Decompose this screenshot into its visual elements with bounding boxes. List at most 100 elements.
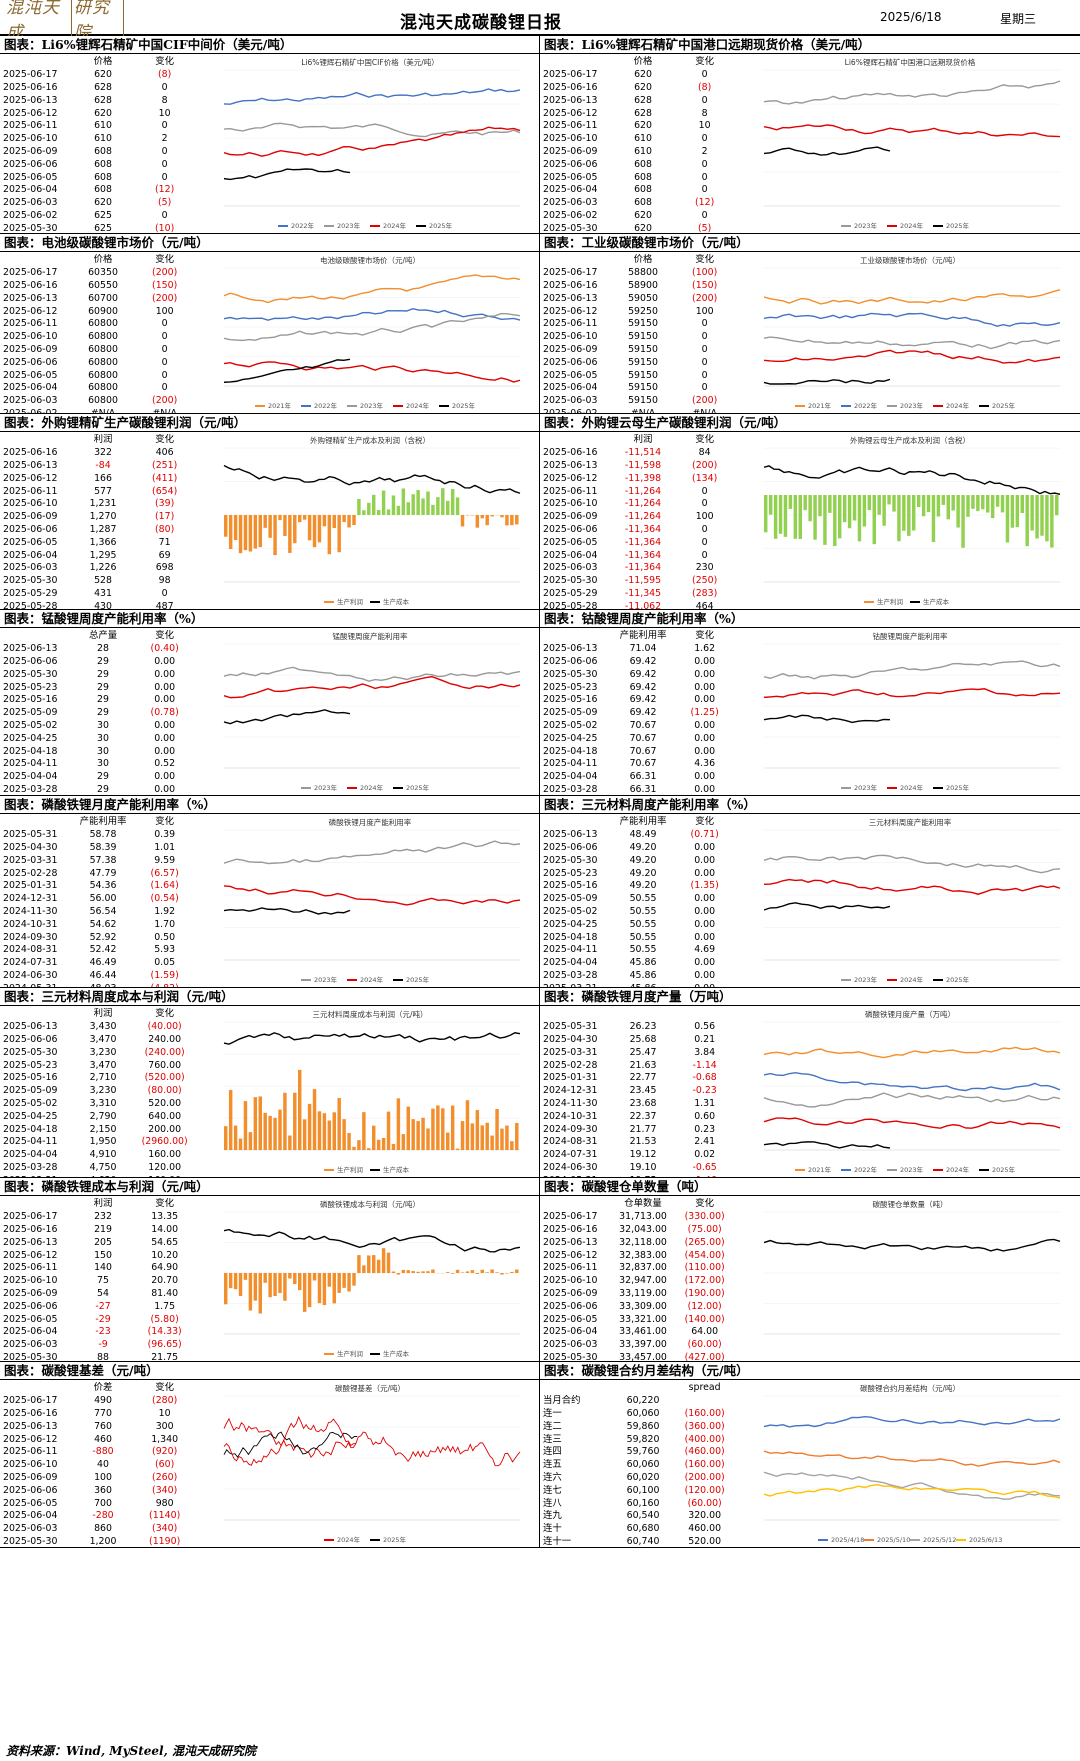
table-cell: 628 [634,94,652,106]
table-cell: 2025-05-16 [543,694,598,706]
table-cell: 69 [158,549,171,561]
table-row: 2024-05-3148.03(4.82) [2,982,198,987]
series-line [763,378,891,385]
table-cell: 60,160 [626,1497,660,1509]
panel-title: 图表：三元材料周度产能利用率（%） [540,796,1080,814]
table-row: 2025-05-23 29 0.00 [2,681,198,694]
panel-p16: 图表：碳酸锂合约月差结构（元/吨） spread 当月合约 60,220 连一 60,06… [540,1362,1080,1548]
table-cell: (400.00) [684,1433,725,1445]
table-cell: 59150 [628,331,658,343]
table-cell: 0 [161,171,168,183]
table-cell: 60,740 [626,1535,660,1547]
profit-bar [1030,495,1034,531]
legend-label: 2023年 [314,975,338,984]
table-cell: 2025-04-25 [3,732,58,744]
table-row: 连六 60,020 (200.00) [542,1472,738,1485]
table-cell: 33,461.00 [619,1326,667,1338]
legend-label: 2025年 [992,401,1016,410]
chart-title: 三元材料周度产能利用率 [869,817,952,827]
profit-bar [431,504,435,515]
table-cell: 0.50 [154,931,176,943]
legend-label: 2023年 [900,401,924,410]
table-cell: 628 [94,81,112,93]
table-cell: 连十一 [543,1535,572,1547]
table-cell: 150 [94,1249,112,1261]
table-cell: 2025-06-10 [543,331,598,343]
table-cell: 2025-06-13 [3,94,58,106]
table-cell: 2.41 [694,1136,716,1148]
table-row: 2025-03-28 66.31 0.00 [542,784,738,795]
table-cell: 2025-06-05 [3,536,58,548]
profit-bar [515,1269,519,1273]
legend-label: 2025年 [406,783,430,792]
column-header: 变化 [155,1008,175,1020]
table-cell: 2025-06-02 [543,407,598,414]
profit-bar [475,1110,480,1150]
table-cell: 100 [94,1471,112,1483]
chart: Li6%锂辉石精矿中国港口远期现货价格 2023年 2024年 2025年 [763,57,1061,230]
table-cell: 33,119.00 [619,1287,667,1299]
table-row: 2025-06-12 32,383.00 (454.00) [542,1249,738,1262]
table-row: 2025-06-04 60800 0 [2,382,198,395]
profit-bar [941,495,946,505]
series-line [223,88,521,105]
table-row: 2025-06-16 322 406 [2,447,198,460]
chart-title: 电池级碳酸锂市场价（元/吨） [320,255,420,265]
table-cell: 1.75 [154,1300,176,1312]
table-cell: 2025-06-03 [543,1339,598,1351]
profit-bar [396,1273,401,1275]
table-cell: 2025-05-23 [543,681,598,693]
profit-bar [500,515,504,518]
table-cell: 698 [155,562,174,574]
table-cell: 2025-06-06 [543,1300,598,1312]
table-cell: 连六 [543,1471,562,1483]
table-row: 连三 59,820 (400.00) [542,1433,738,1446]
cost-line [223,464,521,494]
profit-bar [228,1273,233,1289]
table-cell: 2025-06-03 [543,197,598,209]
table-cell: 2025-05-31 [3,829,58,841]
table-cell: 32,043.00 [619,1223,667,1235]
table-row: 2025-04-25 70.67 0.00 [542,732,738,745]
table-row: 2025-06-03 33,397.00 (60.00) [542,1339,738,1352]
table-row: 2025-06-02 620 0 [542,210,738,223]
data-table: 利润 变化 2025-06-16 -11,514 84 2025-06-13 -11,598… [542,434,738,609]
profit-bar [347,1273,351,1292]
table-row: 2025-04-11 30 0.52 [2,758,198,771]
profit-bar [465,1100,470,1150]
table-cell: 2025-06-10 [543,1275,598,1287]
profit-bar [228,1089,233,1150]
profit-bar [986,495,990,513]
profit-bar [431,1269,435,1273]
table-cell: 2025-06-03 [3,562,58,574]
column-header [542,1008,615,1021]
profit-bar [263,1273,267,1283]
table-row: 2025-06-09 100 (260) [2,1472,198,1485]
table-cell: (5) [158,197,172,209]
data-table: 价格 变化 2025-06-17 620 0 2025-06-16 620 (8) 2025-0… [542,56,738,233]
table-cell: 160.00 [131,1174,198,1177]
table-cell: (40.00) [147,1021,182,1033]
table-row: 2025-06-05 33,321.00 (140.00) [542,1313,738,1326]
table-cell: 19.12 [629,1149,657,1161]
table-cell: 8 [161,94,168,106]
series-line [763,714,890,724]
table-cell: 0.00 [694,681,716,693]
table-cell: 70.67 [629,758,657,770]
column-header: 变化 [155,1382,175,1394]
column-header [671,1008,738,1021]
table-row: 2024-12-31 23.45 -0.23 [542,1085,738,1098]
table-cell: 81.40 [151,1287,179,1299]
profit-bar [1040,495,1044,536]
profit-bar [808,495,812,522]
table-cell: 2025-04-04 [543,957,598,969]
profit-bar [416,490,420,515]
table-cell: 2025-05-09 [3,1085,58,1097]
table-cell: 29 [97,655,109,667]
table-cell: 60350 [88,267,118,279]
table-cell: 520.00 [148,1097,182,1109]
table-cell: (200) [152,267,178,279]
profit-bar [302,1273,307,1312]
table-cell: (60.00) [687,1497,722,1509]
